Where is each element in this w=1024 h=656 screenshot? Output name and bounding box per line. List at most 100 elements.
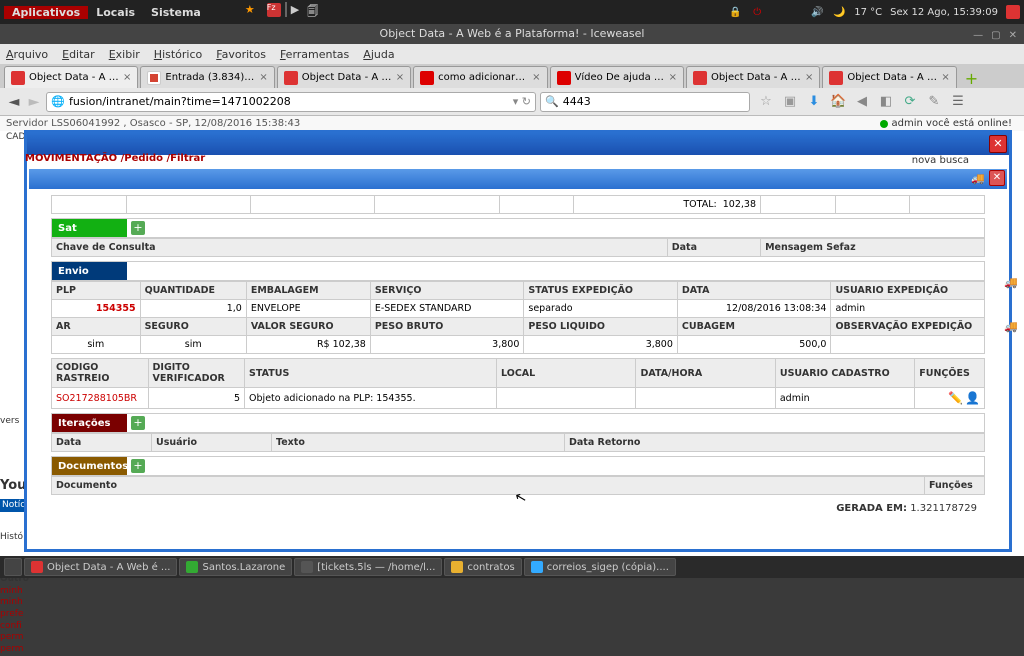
envio-section: Envio [51, 261, 985, 281]
sat-header: Sat [52, 219, 127, 237]
home-icon[interactable]: 🏠 [830, 94, 846, 110]
toolbar-icon[interactable]: ✎ [926, 94, 942, 110]
iter-table: DataUsuárioTextoData Retorno [51, 433, 985, 452]
add-iter-button[interactable]: + [131, 416, 145, 430]
browser-tab[interactable]: Entrada (3.834) - ...× [140, 66, 274, 88]
print-icon[interactable]: 👤 [965, 391, 980, 405]
modal-header: ✕ [27, 133, 1009, 155]
close-tab-icon[interactable]: × [941, 72, 949, 83]
toolbar-icon[interactable]: ◀ [854, 94, 870, 110]
menu-bookmarks[interactable]: Favoritos [216, 48, 266, 61]
taskbar-button[interactable]: correios_sigep (cópia).... [524, 558, 676, 576]
url-toolbar: ◄ ► 🌐 fusion/intranet/main?time=14710022… [0, 88, 1024, 116]
maximize-button[interactable]: ▢ [988, 26, 1003, 46]
places-menu[interactable]: Locais [88, 6, 143, 19]
taskbar-button[interactable]: Santos.Lazarone [179, 558, 292, 576]
mov-crumb: MOVIMENTAÇÃO /Pedido /Filtrar [25, 153, 205, 164]
close-button[interactable]: ✕ [1006, 26, 1020, 46]
weather-icon[interactable]: 🌙 [832, 5, 846, 19]
taskbar-button[interactable]: Object Data - A Web é ... [24, 558, 177, 576]
download-icon[interactable]: ⬇ [806, 94, 822, 110]
envio-table: PLPQUANTIDADEEMBALAGEMSERVIÇOSTATUS EXPE… [51, 281, 985, 354]
volume-icon[interactable]: 🔊 [810, 5, 824, 19]
search-input[interactable]: 🔍 4443 [540, 92, 750, 112]
show-desktop-button[interactable] [4, 558, 22, 576]
close-modal-button[interactable]: ✕ [989, 135, 1007, 153]
add-sat-button[interactable]: + [131, 221, 145, 235]
browser-tab[interactable]: Object Data - A Web ...× [4, 66, 138, 88]
close-tab-icon[interactable]: × [396, 72, 404, 83]
admin-status: admin você está online! [880, 118, 1012, 129]
forward-button[interactable]: ► [26, 94, 42, 110]
toolbar-icon[interactable]: ⟳ [902, 94, 918, 110]
back-button[interactable]: ◄ [6, 94, 22, 110]
docs-section: Documentos + [51, 456, 985, 476]
hamburger-icon[interactable]: ☰ [950, 94, 966, 110]
gnome-top-panel: Aplicativos Locais Sistema ★ Fz ▶ 🗐 🔒 ⏻ … [0, 0, 1024, 24]
plp-link[interactable]: 154355 [52, 300, 141, 318]
truck-icon: 🚚 [971, 172, 985, 184]
apps-menu[interactable]: Aplicativos [4, 6, 88, 19]
tray-icon[interactable] [285, 3, 287, 22]
gerada-em: GERADA EM: 1.321178729 [51, 499, 985, 518]
taskbar-button[interactable]: [tickets.5ls — /home/l... [294, 558, 442, 576]
side-icons: 🚚 🚚 [1004, 276, 1022, 334]
totals-table: TOTAL: 102,38 [51, 195, 985, 214]
close-tab-icon[interactable]: × [532, 72, 540, 83]
close-tab-icon[interactable]: × [123, 72, 131, 83]
menu-file[interactable]: Arquivo [6, 48, 48, 61]
minimize-button[interactable]: — [970, 26, 986, 46]
globe-icon: 🌐 [51, 95, 65, 109]
iter-section: Iterações + [51, 413, 985, 433]
tray-icon[interactable]: ▶ [291, 3, 299, 22]
menu-view[interactable]: Exibir [109, 48, 140, 61]
bookmark-icon[interactable]: ☆ [758, 94, 774, 110]
user-icon[interactable] [1006, 5, 1020, 19]
nova-busca[interactable]: nova busca [912, 155, 969, 166]
menu-history[interactable]: Histórico [154, 48, 202, 61]
edit-icon[interactable]: ✏️ [948, 391, 963, 405]
browser-tab[interactable]: Object Data - A Web ...× [277, 66, 411, 88]
url-input[interactable]: 🌐 fusion/intranet/main?time=1471002208 ▾… [46, 92, 536, 112]
browser-tab[interactable]: Vídeo De ajuda P...× [550, 66, 684, 88]
sat-table: Chave de ConsultaDataMensagem Sefaz [51, 238, 985, 257]
envio-header: Envio [52, 262, 127, 280]
docs-header: Documentos [52, 457, 127, 475]
taskbar-button[interactable]: contratos [444, 558, 521, 576]
close-tab-icon[interactable]: × [259, 72, 267, 83]
tray-icon[interactable]: ★ [245, 3, 255, 22]
docs-table: DocumentoFunções [51, 476, 985, 495]
close-inner-button[interactable]: ✕ [989, 170, 1005, 186]
tray-icon[interactable]: Fz [267, 3, 281, 17]
menu-help[interactable]: Ajuda [363, 48, 394, 61]
tab-strip: Object Data - A Web ...× Entrada (3.834)… [0, 64, 1024, 88]
sat-section: Sat + [51, 218, 985, 238]
add-doc-button[interactable]: + [131, 459, 145, 473]
temperature: 17 °C [854, 7, 882, 18]
pocket-icon[interactable]: ▣ [782, 94, 798, 110]
menu-edit[interactable]: Editar [62, 48, 95, 61]
window-title: Object Data - A Web é a Plataforma! - Ic… [380, 27, 645, 40]
envio-table-2: CODIGO RASTREIODIGITO VERIFICADORSTATUSL… [51, 358, 985, 409]
menu-tools[interactable]: Ferramentas [280, 48, 349, 61]
browser-tab[interactable]: Object Data - A Web ...× [686, 66, 820, 88]
close-tab-icon[interactable]: × [805, 72, 813, 83]
browser-tab[interactable]: como adicionar s...× [413, 66, 547, 88]
new-tab-button[interactable]: + [959, 69, 984, 88]
lock-icon[interactable]: 🔒 [728, 5, 742, 19]
toolbar-icon[interactable]: ◧ [878, 94, 894, 110]
tracking-link[interactable]: SO217288105BR [52, 388, 149, 409]
window-titlebar: Object Data - A Web é a Plataforma! - Ic… [0, 24, 1024, 44]
clock: Sex 12 Ago, 15:39:09 [890, 7, 998, 18]
system-menu[interactable]: Sistema [143, 6, 209, 19]
tray-icon[interactable]: 🗐 [307, 3, 318, 22]
browser-tab[interactable]: Object Data - A Web ...× [822, 66, 956, 88]
inner-modal-header: 🚚 ✕ [29, 169, 1007, 189]
close-tab-icon[interactable]: × [669, 72, 677, 83]
search-icon: 🔍 [545, 95, 559, 108]
truck-icon[interactable]: 🚚 [1004, 320, 1022, 334]
truck-icon[interactable]: 🚚 [1004, 276, 1022, 290]
power-icon[interactable]: ⏻ [750, 5, 764, 19]
status-crumb: Servidor LSS06041992 , Osasco - SP, 12/0… [0, 116, 1024, 131]
browser-menubar: Arquivo Editar Exibir Histórico Favorito… [0, 44, 1024, 64]
